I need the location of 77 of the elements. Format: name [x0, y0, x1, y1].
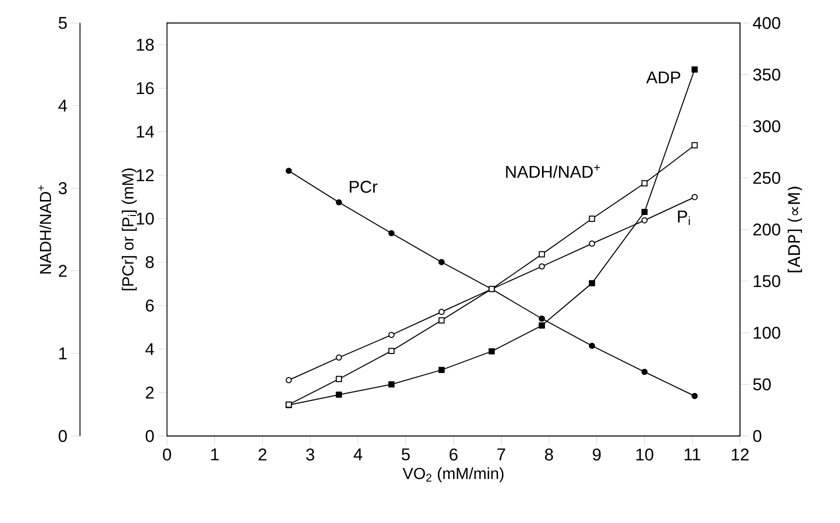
point	[692, 66, 698, 73]
x-tick-label: 2	[258, 448, 266, 460]
y3-tick-label: 5	[58, 17, 67, 29]
point	[588, 342, 596, 349]
y-tick-label: 0	[146, 430, 154, 442]
point	[641, 208, 648, 216]
point	[286, 168, 292, 174]
point	[388, 230, 395, 236]
series-label: PCr	[350, 180, 378, 193]
point	[388, 381, 395, 388]
point	[692, 194, 698, 200]
x-tick-label: 4	[354, 448, 362, 460]
x-tick-label: 6	[450, 448, 458, 461]
series-label: NADH/NAD$^{+}$	[506, 164, 600, 178]
x-tick-label: 11	[684, 448, 700, 460]
point	[588, 216, 596, 222]
point	[538, 251, 545, 258]
point	[641, 217, 648, 224]
y2-tick-label: 350	[753, 68, 780, 81]
y2-tick-label: 100	[754, 326, 780, 339]
x-tick-label: 3	[306, 448, 314, 461]
point	[538, 322, 545, 329]
x-tick-label: 7	[497, 448, 506, 460]
point	[641, 180, 648, 186]
point	[692, 392, 698, 400]
y2-axis-title: [ADP] (∝M)	[788, 186, 802, 272]
point	[588, 240, 596, 247]
point	[641, 368, 648, 375]
y-tick-label: 2	[146, 386, 154, 398]
point	[438, 259, 445, 266]
y3-tick-label: 0	[58, 430, 67, 442]
series-label: ADP	[646, 72, 680, 84]
y-tick-label: 4	[145, 343, 154, 355]
point	[438, 317, 445, 324]
y-tick-label: 14	[136, 126, 154, 138]
x-tick-label: 10	[636, 448, 654, 461]
point	[588, 280, 596, 286]
point	[438, 308, 445, 315]
point	[438, 366, 445, 374]
y-tick-label: 12	[136, 169, 154, 182]
point	[488, 348, 495, 354]
point	[336, 392, 342, 398]
point	[388, 348, 395, 354]
point	[538, 263, 545, 270]
point	[336, 354, 342, 361]
y-tick-label: 16	[136, 82, 154, 94]
x-tick-label: 5	[402, 448, 410, 460]
x-axis-title: VO$_{2}$ (mM/min)	[402, 467, 504, 482]
y-tick-label: 6	[146, 300, 154, 312]
point	[692, 142, 698, 148]
y2-tick-label: 0	[753, 430, 762, 442]
point	[286, 377, 292, 384]
y3-axis-title: NADH/NAD$^{+}$	[38, 185, 52, 274]
x-tick-label: 8	[545, 448, 553, 461]
series-label: P$_{i}$	[678, 210, 690, 226]
x-tick-label: 12	[732, 448, 749, 460]
y-axis-title: [PCr] or [P$_{i}$] (mM)	[122, 168, 137, 290]
y3-tick-label: 2	[58, 264, 67, 277]
x-tick-label: 1	[211, 448, 219, 460]
y2-tick-label: 300	[753, 120, 780, 132]
point	[388, 332, 395, 338]
y3-tick-label: 3	[58, 182, 67, 194]
point	[538, 316, 545, 322]
point	[336, 376, 342, 382]
y2-tick-label: 50	[753, 378, 771, 390]
y-tick-label: 8	[146, 256, 154, 268]
y3-tick-label: 1	[59, 348, 67, 360]
y3-tick-label: 4	[58, 100, 67, 112]
y2-tick-label: 200	[753, 223, 780, 236]
y2-tick-label: 250	[753, 172, 780, 184]
y-tick-label: 18	[136, 38, 154, 51]
y2-tick-label: 150	[754, 275, 780, 288]
y-tick-label: 10	[136, 212, 154, 225]
x-tick-label: 0	[162, 448, 172, 461]
y2-tick-label: 400	[752, 16, 780, 30]
x-tick-label: 9	[592, 448, 601, 461]
point	[336, 199, 342, 206]
